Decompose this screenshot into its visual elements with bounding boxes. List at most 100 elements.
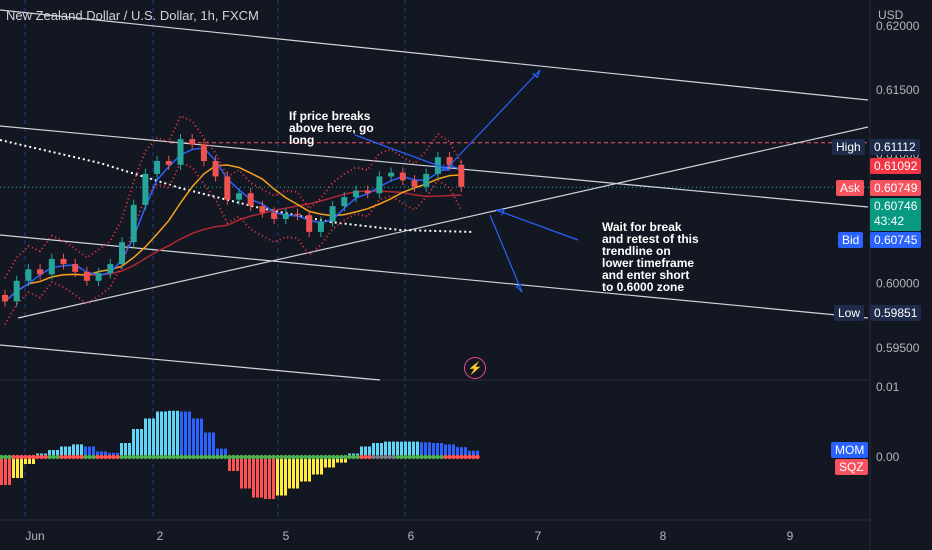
momentum-bar	[268, 457, 271, 499]
momentum-bar	[136, 429, 139, 457]
arrow-down-target	[489, 214, 523, 293]
indicator-tick-label: 0.01	[876, 380, 900, 394]
momentum-bar	[336, 457, 339, 463]
momentum-bar	[296, 457, 299, 489]
momentum-bar	[220, 448, 223, 457]
squeeze-dot	[47, 454, 52, 460]
momentum-bar	[252, 457, 255, 498]
ma-slow-line	[4, 164, 462, 302]
time-tick-label: 5	[283, 529, 290, 543]
momentum-bar	[28, 457, 31, 464]
momentum-bar	[308, 457, 311, 482]
momentum-bar	[344, 457, 347, 463]
squeeze-dot	[179, 454, 184, 460]
candle-body	[165, 161, 172, 165]
momentum-bar	[424, 442, 427, 457]
squeeze-dot	[75, 454, 80, 460]
momentum-bar	[324, 457, 327, 468]
squeeze-dot	[223, 454, 228, 460]
squeeze-dot	[443, 454, 448, 460]
squeeze-dot	[459, 454, 464, 460]
momentum-bar	[228, 457, 231, 471]
squeeze-dot	[387, 454, 392, 460]
squeeze-dot	[379, 454, 384, 460]
high-value-tag: 0.61112	[870, 139, 920, 155]
squeeze-dot	[119, 454, 124, 460]
momentum-bar	[52, 450, 55, 457]
price-tick-label: 0.62000	[876, 19, 920, 33]
squeeze-dot	[239, 454, 244, 460]
dotted-path	[0, 139, 475, 233]
arrow-to-trendline-head	[495, 208, 505, 216]
squeeze-dot	[427, 454, 432, 460]
momentum-bar	[168, 410, 171, 457]
squeeze-dot	[151, 454, 156, 460]
lightning-icon[interactable]: ⚡	[464, 357, 486, 379]
last-value: 0.60746	[874, 199, 918, 213]
candle-body	[247, 193, 254, 207]
momentum-bar	[72, 444, 75, 457]
momentum-bar	[332, 457, 335, 468]
candle-body	[142, 173, 149, 205]
squeeze-dot	[15, 454, 20, 460]
momentum-bar	[452, 444, 455, 457]
squeeze-dot	[135, 454, 140, 460]
candle-body	[271, 212, 278, 219]
candle-body	[83, 271, 90, 281]
sqz-tag: SQZ	[835, 459, 868, 475]
candle-body	[364, 190, 371, 194]
trendline-bottom	[0, 344, 381, 381]
momentum-bar	[80, 444, 83, 457]
squeeze-dot	[11, 454, 16, 460]
momentum-bar	[368, 446, 371, 457]
squeeze-dot	[175, 454, 180, 460]
time-tick-label: 6	[408, 529, 415, 543]
mom-tag: MOM	[831, 442, 869, 458]
squeeze-dot	[339, 454, 344, 460]
squeeze-dot	[423, 454, 428, 460]
squeeze-dot	[279, 454, 284, 460]
squeeze-dot	[191, 454, 196, 460]
squeeze-dot	[163, 454, 168, 460]
momentum-bar	[140, 429, 143, 457]
squeeze-dot	[59, 454, 64, 460]
candle-body	[25, 269, 32, 281]
squeeze-dot	[123, 454, 128, 460]
momentum-bar	[148, 418, 151, 457]
squeeze-dot	[243, 454, 248, 460]
momentum-bar	[244, 457, 247, 489]
squeeze-dot	[139, 454, 144, 460]
squeeze-dot	[419, 454, 424, 460]
squeeze-dot	[19, 454, 24, 460]
squeeze-dot	[299, 454, 304, 460]
momentum-bar	[412, 441, 415, 457]
momentum-bar	[196, 418, 199, 457]
momentum-bar	[456, 447, 459, 457]
squeeze-dot	[95, 454, 100, 460]
squeeze-dot	[79, 454, 84, 460]
squeeze-dot	[375, 454, 380, 460]
squeeze-dot	[347, 454, 352, 460]
momentum-bar	[432, 443, 435, 457]
squeeze-dot	[367, 454, 372, 460]
momentum-bar	[56, 450, 59, 457]
squeeze-dot	[3, 454, 8, 460]
squeeze-dot	[275, 454, 280, 460]
momentum-bar	[92, 446, 95, 457]
momentum-bar	[192, 418, 195, 457]
candle-body	[48, 258, 55, 275]
low-label-tag: Low	[834, 305, 865, 321]
momentum-bar	[96, 451, 99, 457]
momentum-bar	[448, 444, 451, 457]
squeeze-dot	[171, 454, 176, 460]
momentum-bar	[124, 443, 127, 457]
squeeze-dot	[311, 454, 316, 460]
squeeze-dot	[363, 454, 368, 460]
squeeze-dot	[431, 454, 436, 460]
momentum-bar	[288, 457, 291, 489]
squeeze-dot	[183, 454, 188, 460]
low-value-tag: 0.59851	[870, 305, 922, 321]
squeeze-dot	[67, 454, 72, 460]
squeeze-dot	[307, 454, 312, 460]
